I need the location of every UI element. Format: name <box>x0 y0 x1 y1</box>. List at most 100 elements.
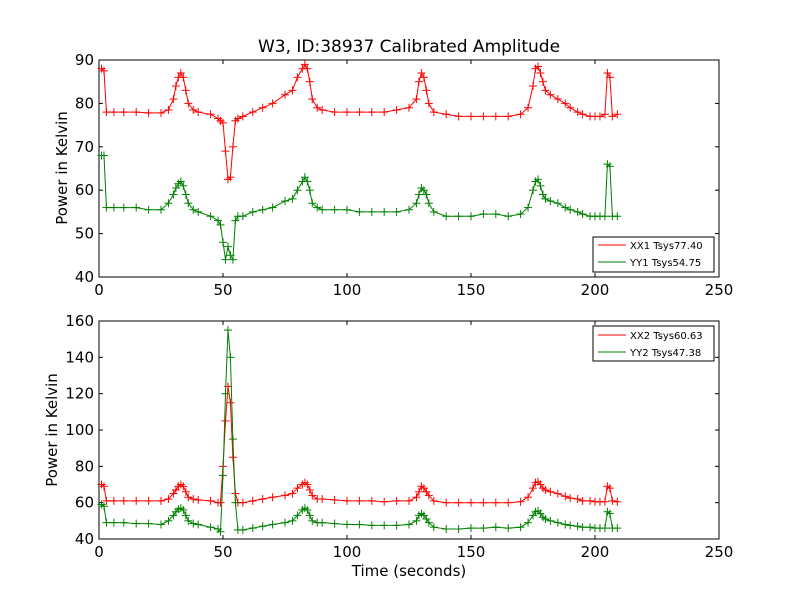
top-series-2-point <box>504 212 513 221</box>
top-series-2-point <box>553 199 562 208</box>
top-series-2-point <box>561 203 570 212</box>
top-series-2-point <box>318 205 327 214</box>
top-y-tick-label: 50 <box>75 225 94 243</box>
top-series-1-point <box>412 95 421 104</box>
bottom-series-2-point <box>479 524 488 533</box>
top-series-1-point <box>238 112 247 121</box>
legend-label-yy1: YY1 Tsys54.75 <box>629 258 701 269</box>
top-series-2-point <box>479 210 488 219</box>
bottom-series-1-point <box>392 496 401 505</box>
bottom-series-2-point <box>429 523 438 532</box>
top-series-1-point <box>157 108 165 117</box>
bottom-series-1-point <box>524 493 533 502</box>
top-series-2-point <box>219 238 227 247</box>
bottom-series-2-point <box>293 511 302 520</box>
top-series-1-point <box>414 77 423 86</box>
top-series-1-point <box>608 112 617 121</box>
bottom-series-2-point <box>219 471 227 480</box>
top-y-tick-label: 90 <box>75 51 94 69</box>
top-series-2-point <box>184 199 193 208</box>
bottom-series-2-point <box>288 516 297 525</box>
top-series-1-point <box>613 110 622 119</box>
top-series-1-point <box>479 112 488 121</box>
bottom-series-1-point <box>109 496 118 505</box>
top-x-tick-label: 150 <box>457 281 486 299</box>
top-series-1-point <box>536 69 545 78</box>
bottom-series-2-point <box>330 519 339 528</box>
top-legend: XX1 Tsys77.40 YY1 Tsys54.75 <box>592 236 715 273</box>
bottom-series-1-point <box>164 495 173 504</box>
bottom-series-2-point <box>504 524 513 533</box>
bottom-series-2-point <box>189 519 198 528</box>
top-y-axis-label: Power in Kelvin <box>53 111 71 225</box>
top-series-1-point <box>429 108 438 117</box>
bottom-y-tick-label: 60 <box>75 494 94 512</box>
top-series-1-point <box>467 112 475 121</box>
bottom-series-1-point <box>189 495 198 504</box>
top-series-2-point <box>102 203 111 212</box>
bottom-x-axis-label: Time (seconds) <box>351 562 467 580</box>
bottom-series-1-point <box>553 489 562 498</box>
bottom-series-1-point <box>504 498 513 507</box>
bottom-series-1-point <box>529 484 537 493</box>
legend-label-yy2: YY2 Tsys47.38 <box>629 348 701 359</box>
bottom-series-2-point <box>613 524 622 533</box>
bottom-series-1-point <box>600 497 609 506</box>
bottom-series-1-point <box>561 492 570 501</box>
bottom-series-1-point <box>318 495 327 504</box>
top-series-1-point <box>318 105 327 114</box>
bottom-series-1-point <box>308 491 317 500</box>
bottom-subplot: 0 50 100 150 200 250 40 60 80 100 120 140 160 Power … <box>43 312 733 580</box>
bottom-series-1-point <box>216 498 225 507</box>
top-series-1-point <box>132 108 141 117</box>
bottom-series-1-point <box>268 493 277 502</box>
top-series-2-point <box>300 173 309 182</box>
top-series-1-point <box>422 86 431 95</box>
top-series-2-point <box>566 205 575 214</box>
top-series-2-point <box>343 205 351 214</box>
top-series-1-point <box>233 114 242 123</box>
bottom-series-2-point <box>442 525 451 534</box>
top-series-1-point <box>206 110 215 119</box>
bottom-series-2-point <box>206 523 215 532</box>
top-series-1-point <box>541 86 550 95</box>
bottom-series-1-point <box>226 398 235 407</box>
top-series-2-point <box>541 194 550 203</box>
top-series-1-point <box>603 69 612 78</box>
bottom-series-2-point <box>405 520 413 529</box>
bottom-series-1-point <box>343 496 351 505</box>
top-series-2-point <box>109 203 118 212</box>
top-series-2-point <box>429 207 438 216</box>
top-series-2-point <box>228 255 237 264</box>
top-series-2-point <box>248 207 257 216</box>
bottom-series-2-point <box>454 525 463 534</box>
top-series-1-point <box>258 103 267 112</box>
bottom-series-1-point <box>546 487 555 496</box>
top-series-2-point <box>226 251 235 260</box>
top-series-2-point <box>144 205 153 214</box>
bottom-y-axis-label: Power in Kelvin <box>43 373 61 487</box>
bottom-x-tick-label: 0 <box>94 543 104 561</box>
top-series-1-point <box>605 73 614 82</box>
bottom-series-2-point <box>355 520 364 529</box>
top-series-1-point <box>380 108 389 117</box>
bottom-series-2-point <box>281 518 289 527</box>
top-series-group <box>97 60 622 264</box>
top-series-1-point <box>343 108 351 117</box>
bottom-series-2-point <box>305 511 314 520</box>
top-series-1-point <box>248 108 257 117</box>
bottom-y-tick-label: 40 <box>75 530 94 548</box>
top-series-2-point <box>467 212 475 221</box>
top-series-2-point <box>516 210 525 219</box>
bottom-series-1-point <box>355 496 364 505</box>
top-series-1-point <box>288 86 297 95</box>
top-series-1-point <box>313 103 322 112</box>
bottom-series-1-point <box>516 497 525 506</box>
bottom-series-1-point <box>454 498 463 507</box>
top-series-1-point <box>566 103 575 112</box>
top-series-2-point <box>414 190 423 199</box>
bottom-series-2-point <box>392 521 401 530</box>
top-series-2-point <box>179 181 188 190</box>
top-series-1-point <box>305 77 314 86</box>
